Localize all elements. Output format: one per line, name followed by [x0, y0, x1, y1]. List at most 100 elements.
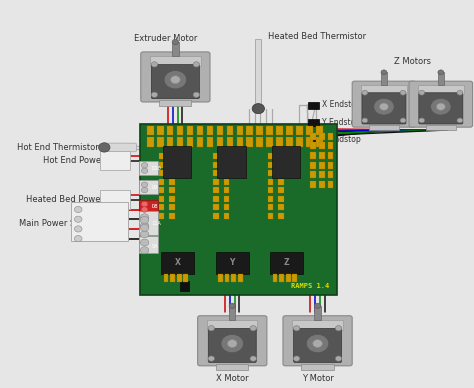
FancyBboxPatch shape	[208, 328, 256, 362]
Bar	[273, 274, 277, 282]
Bar	[310, 171, 316, 178]
Bar	[268, 204, 273, 210]
Bar	[224, 196, 229, 202]
Text: D8: D8	[152, 204, 158, 209]
Bar	[229, 306, 236, 320]
Bar	[159, 153, 164, 159]
Text: X Endstop: X Endstop	[322, 100, 361, 109]
Bar	[217, 146, 246, 178]
Bar	[276, 126, 283, 135]
Circle shape	[335, 326, 342, 331]
Circle shape	[208, 326, 215, 331]
Bar	[310, 162, 316, 169]
Bar	[319, 142, 325, 149]
Circle shape	[437, 103, 445, 110]
Bar	[180, 281, 189, 291]
Bar	[213, 204, 219, 210]
Text: X Motor: X Motor	[216, 374, 248, 383]
Circle shape	[141, 182, 148, 187]
Bar	[177, 126, 183, 135]
FancyBboxPatch shape	[141, 52, 210, 102]
Circle shape	[362, 90, 368, 95]
Bar	[286, 274, 291, 282]
Bar	[328, 152, 333, 159]
Text: Y: Y	[229, 258, 235, 267]
Bar	[319, 152, 325, 159]
Bar	[169, 170, 175, 176]
Bar	[139, 200, 158, 213]
Bar	[328, 181, 333, 188]
Bar	[183, 274, 188, 282]
Bar	[227, 126, 233, 135]
Circle shape	[250, 356, 256, 361]
Text: Heated Bed Power: Heated Bed Power	[26, 194, 104, 204]
Bar	[169, 162, 175, 168]
Bar	[159, 179, 164, 185]
Bar	[231, 274, 236, 282]
Circle shape	[313, 340, 322, 348]
Bar	[268, 187, 273, 193]
Circle shape	[430, 98, 451, 115]
Bar	[308, 137, 319, 144]
Text: Hot End Power: Hot End Power	[43, 156, 104, 165]
FancyBboxPatch shape	[283, 316, 352, 366]
Circle shape	[140, 239, 149, 246]
Bar	[157, 137, 164, 147]
Circle shape	[438, 70, 444, 75]
Bar	[169, 179, 175, 185]
Circle shape	[362, 118, 368, 123]
Circle shape	[252, 104, 264, 114]
FancyBboxPatch shape	[151, 64, 200, 99]
Bar	[140, 124, 337, 295]
Bar	[227, 137, 233, 147]
Circle shape	[400, 90, 406, 95]
Circle shape	[381, 70, 387, 75]
Bar	[216, 364, 248, 370]
Bar	[217, 137, 223, 147]
Bar	[159, 162, 164, 168]
Bar	[268, 162, 273, 168]
Bar	[164, 274, 168, 282]
Bar	[213, 179, 219, 185]
Bar	[167, 126, 173, 135]
Bar	[187, 126, 193, 135]
Bar	[139, 236, 158, 253]
Bar	[159, 213, 164, 219]
Text: D10: D10	[152, 166, 162, 170]
Bar	[213, 153, 219, 159]
FancyBboxPatch shape	[409, 81, 473, 127]
Bar	[272, 146, 300, 178]
Bar	[418, 85, 464, 94]
Bar	[328, 142, 333, 149]
Bar	[361, 85, 407, 94]
Bar	[319, 171, 325, 178]
Bar	[246, 137, 253, 147]
FancyBboxPatch shape	[362, 93, 406, 124]
Bar	[279, 274, 284, 282]
Bar	[224, 187, 229, 193]
Text: 11A: 11A	[152, 222, 162, 226]
Bar	[224, 153, 229, 159]
Bar	[71, 202, 128, 241]
Bar	[316, 137, 323, 147]
Bar	[426, 125, 456, 130]
Bar	[310, 152, 316, 159]
Circle shape	[419, 118, 425, 123]
Bar	[278, 196, 284, 202]
Text: Z: Z	[284, 258, 290, 267]
Text: Main Power Supply: Main Power Supply	[19, 218, 99, 228]
Bar	[306, 137, 313, 147]
Circle shape	[193, 92, 200, 97]
Circle shape	[306, 334, 329, 353]
Circle shape	[228, 340, 237, 348]
Bar	[314, 306, 321, 320]
Circle shape	[193, 62, 200, 67]
Bar	[237, 126, 243, 135]
Circle shape	[140, 222, 149, 229]
Bar	[169, 204, 175, 210]
Bar	[292, 274, 297, 282]
Circle shape	[171, 76, 180, 84]
Circle shape	[74, 216, 82, 222]
Bar	[170, 274, 175, 282]
Text: 5A: 5A	[152, 244, 158, 249]
